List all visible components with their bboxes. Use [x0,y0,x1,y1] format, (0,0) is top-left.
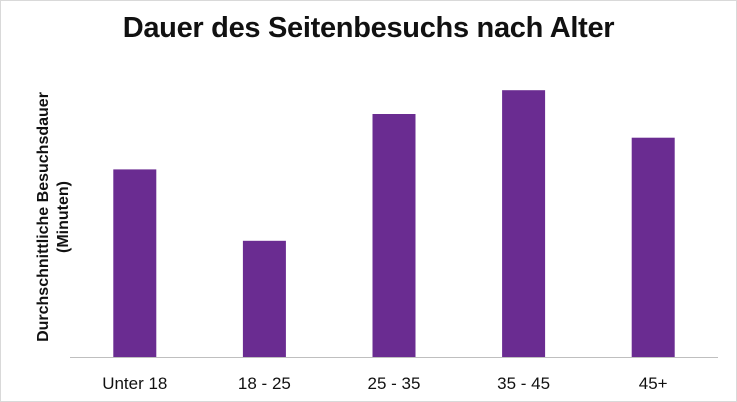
bar-18-25 [242,240,286,357]
x-tick-label: Unter 18 [102,374,167,393]
bars-group [113,90,675,357]
x-tick-labels-group: Unter 18 18 - 25 25 - 35 35 - 45 45+ [102,374,667,393]
x-tick-label: 45+ [639,374,668,393]
x-tick-label: 25 - 35 [368,374,421,393]
bar-35-45 [502,90,546,357]
x-tick-label: 35 - 45 [497,374,550,393]
chart-title: Dauer des Seitenbesuchs nach Alter [122,12,615,44]
bar-25-35 [372,114,416,357]
bar-unter-18 [113,169,157,357]
bar-45 [631,137,675,357]
x-tick-label: 18 - 25 [238,374,291,393]
